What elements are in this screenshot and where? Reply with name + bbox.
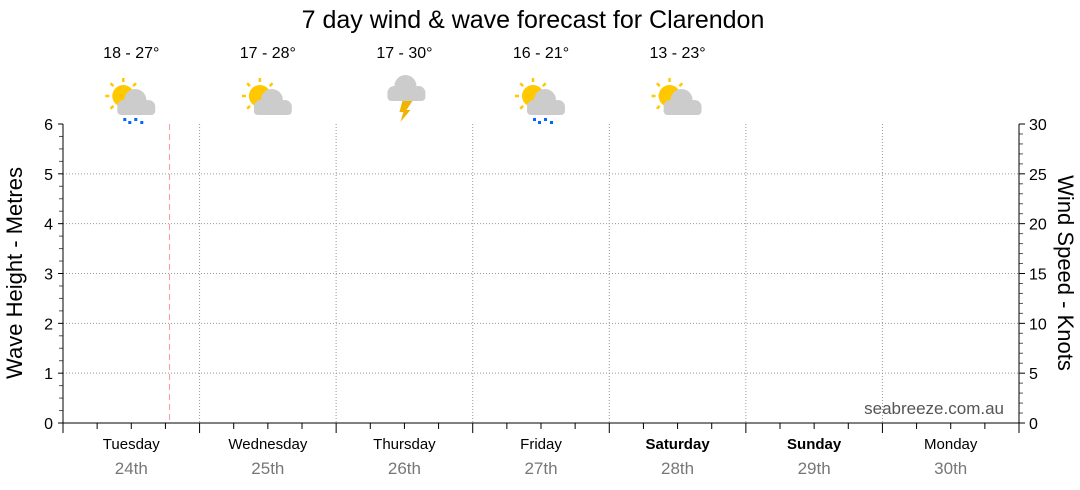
day-date: 25th	[251, 459, 284, 478]
day-name: Monday	[924, 436, 978, 453]
y-axis-right-label: Wind Speed - Knots	[1053, 175, 1078, 371]
day-date: 26th	[388, 459, 421, 478]
rain-drop	[538, 121, 541, 124]
cloud-part	[527, 106, 565, 115]
sun-cloud-icon	[241, 78, 292, 115]
day-date: 30th	[934, 459, 967, 478]
day-name: Friday	[520, 436, 562, 453]
cloud-icon	[663, 89, 702, 115]
sun-ray	[246, 82, 251, 87]
axes: 0 1 2 3 4 5 6 0 5 10 15 20 25 30	[44, 117, 1047, 433]
cloud-icon	[253, 89, 292, 115]
lightning-bolt	[399, 101, 413, 122]
day-date: 29th	[798, 459, 831, 478]
cloud-part	[387, 92, 426, 101]
rain-drop	[140, 121, 144, 124]
rain-drop	[128, 121, 132, 124]
temperature-range: 17 - 30°	[376, 45, 432, 62]
sun-ray	[109, 82, 115, 87]
temperature-range: 18 - 27°	[103, 45, 159, 62]
day-name: Sunday	[787, 436, 842, 453]
watermark: seabreeze.com.au	[864, 399, 1004, 418]
storm-icon	[387, 75, 426, 122]
y-right-tick-label: 5	[1029, 366, 1038, 383]
day-name: Saturday	[645, 436, 710, 453]
day-date: 28th	[661, 459, 694, 478]
day-date: 27th	[524, 459, 557, 478]
temperature-range: 13 - 23°	[649, 45, 705, 62]
cloud-part	[663, 106, 702, 115]
y-left-tick-label: 1	[44, 366, 53, 383]
day-date: 24th	[115, 459, 148, 478]
sun-ray	[519, 82, 524, 87]
sun-ray	[678, 82, 684, 87]
sun-ray	[655, 82, 661, 87]
sun-ray	[519, 105, 524, 110]
weather-icons	[105, 75, 702, 124]
y-left-tick-label: 0	[44, 416, 53, 433]
y-right-tick-label: 0	[1029, 416, 1038, 433]
rain-drop	[533, 118, 536, 121]
y-left-tick-label: 6	[44, 117, 53, 134]
rain-drop	[544, 118, 547, 121]
chart-title: 7 day wind & wave forecast for Clarendon	[302, 6, 765, 34]
sun-ray	[542, 82, 547, 87]
y-left-tick-label: 5	[44, 167, 53, 184]
day-name: Thursday	[373, 436, 436, 453]
y-right-tick-label: 25	[1029, 167, 1047, 184]
day-labels: Tuesday 24th 18 - 27° Wednesday 25th 17 - 28°…	[103, 45, 978, 478]
sun-ray	[246, 105, 251, 110]
y-right-tick-label: 20	[1029, 217, 1047, 234]
sun-cloud-showers-icon	[105, 78, 156, 124]
temperature-range: 17 - 28°	[240, 45, 296, 62]
rain-drop	[123, 118, 127, 121]
rain-drop	[134, 118, 138, 121]
sun-ray	[655, 105, 661, 110]
sun-cloud-icon	[651, 78, 702, 115]
y-right-tick-label: 10	[1029, 316, 1047, 333]
cloud-icon	[117, 89, 156, 115]
day-name: Wednesday	[228, 436, 307, 453]
cloud-icon	[387, 75, 426, 101]
cloud-part	[117, 106, 156, 115]
sun-ray	[268, 82, 274, 87]
y-left-tick-label: 2	[44, 316, 53, 333]
grid	[63, 124, 1019, 423]
y-axis-left-label: Wave Height - Metres	[2, 167, 27, 379]
sun-ray	[132, 82, 137, 87]
rain-drop	[550, 121, 553, 124]
y-right-tick-label: 30	[1029, 117, 1047, 134]
temperature-range: 16 - 21°	[513, 45, 569, 62]
y-right-tick-label: 15	[1029, 267, 1047, 284]
cloud-icon	[527, 89, 565, 115]
cloud-part	[253, 106, 292, 115]
y-left-tick-label: 3	[44, 267, 53, 284]
day-name: Tuesday	[103, 436, 160, 453]
sun-cloud-showers-icon	[515, 78, 565, 124]
y-left-tick-label: 4	[44, 217, 53, 234]
sun-ray	[109, 105, 115, 110]
